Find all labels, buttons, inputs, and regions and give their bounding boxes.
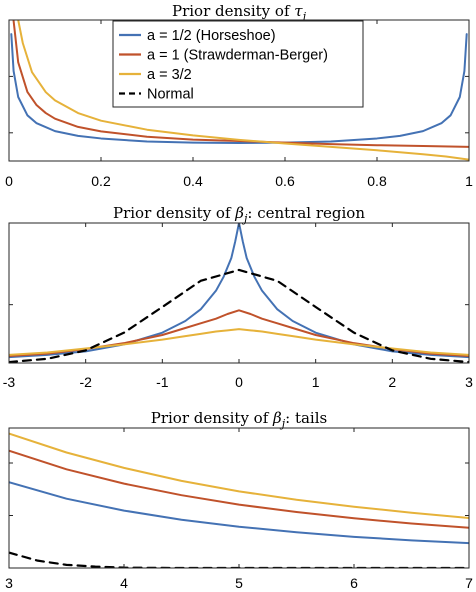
title-symbol: β	[234, 204, 244, 222]
axes-box	[8, 427, 470, 569]
x-tick-label: 5	[235, 575, 243, 591]
title-suffix: : tails	[285, 409, 327, 427]
x-tick-label: 2	[388, 374, 396, 390]
title-prefix: Prior density of	[151, 409, 273, 427]
x-tick-label: 0.6	[275, 173, 295, 189]
title-prefix: Prior density of	[113, 204, 235, 222]
panel-2: Prior density of βj: central region -3 -2 -…	[3, 204, 473, 390]
x-tick-label: 7	[465, 575, 473, 591]
legend-box	[112, 20, 364, 108]
x-tick-label: 1	[465, 173, 473, 189]
x-tick-label: 3	[465, 374, 473, 390]
title-symbol: β	[272, 409, 282, 427]
legend-label: a = 1 (Strawderman-Berger)	[147, 48, 328, 64]
series-line-a-1-strawderman-berger	[9, 309, 469, 357]
chart-title: Prior density of τj	[172, 2, 307, 23]
series-line-a-1-strawderman-berger	[12, 20, 469, 148]
title-symbol: τ	[294, 2, 303, 20]
legend-label: a = 3/2	[147, 67, 192, 83]
x-tick-label: -2	[79, 374, 92, 390]
x-tick-label: -3	[3, 374, 16, 390]
series-group	[10, 20, 469, 161]
title-suffix: : central region	[247, 204, 365, 222]
series-line-a-1-2-horseshoe	[9, 481, 469, 545]
legend-label: a = 1/2 (Horseshoe)	[147, 28, 276, 44]
x-tick-label: 0.8	[367, 173, 387, 189]
x-tick-label: 0.4	[183, 173, 203, 189]
x-tick-label: 0.2	[91, 173, 111, 189]
legend: a = 1/2 (Horseshoe) a = 1 (Strawderman-Be…	[112, 20, 364, 108]
series-group	[9, 223, 469, 363]
series-line-a-1-2-horseshoe	[10, 33, 468, 144]
title-subscript: j	[300, 10, 307, 23]
legend-label: Normal	[147, 87, 194, 103]
series-line-normal	[9, 268, 469, 363]
axes-box	[8, 19, 470, 162]
series-line-a-1-2-horseshoe	[9, 223, 469, 359]
series-line-a-3-2	[9, 432, 469, 519]
x-tick-label: 0	[235, 374, 243, 390]
x-tick-label: 4	[120, 575, 128, 591]
series-line-a-1-strawderman-berger	[9, 449, 469, 529]
x-tick-label: 6	[350, 575, 358, 591]
panel-1: Prior density of τj 0 0.2 0.4 0.6 0.8 1	[5, 2, 473, 189]
chart-title: Prior density of βj: central region	[113, 204, 365, 225]
title-prefix: Prior density of	[172, 2, 294, 20]
chart-title: Prior density of βj: tails	[151, 409, 327, 430]
x-tick-label: 3	[5, 575, 13, 591]
series-line-a-3-2	[9, 328, 469, 356]
x-tick-label: 1	[312, 374, 320, 390]
axes-box	[8, 222, 470, 364]
x-tick-label: -1	[156, 374, 169, 390]
title-subscript: j	[279, 417, 286, 430]
x-tick-label: 0	[5, 173, 13, 189]
title-subscript: j	[241, 212, 248, 225]
series-line-a-3-2	[17, 20, 469, 161]
panel-3: Prior density of βj: tails 3 4 5 6 7	[5, 409, 473, 591]
series-group	[9, 432, 469, 568]
